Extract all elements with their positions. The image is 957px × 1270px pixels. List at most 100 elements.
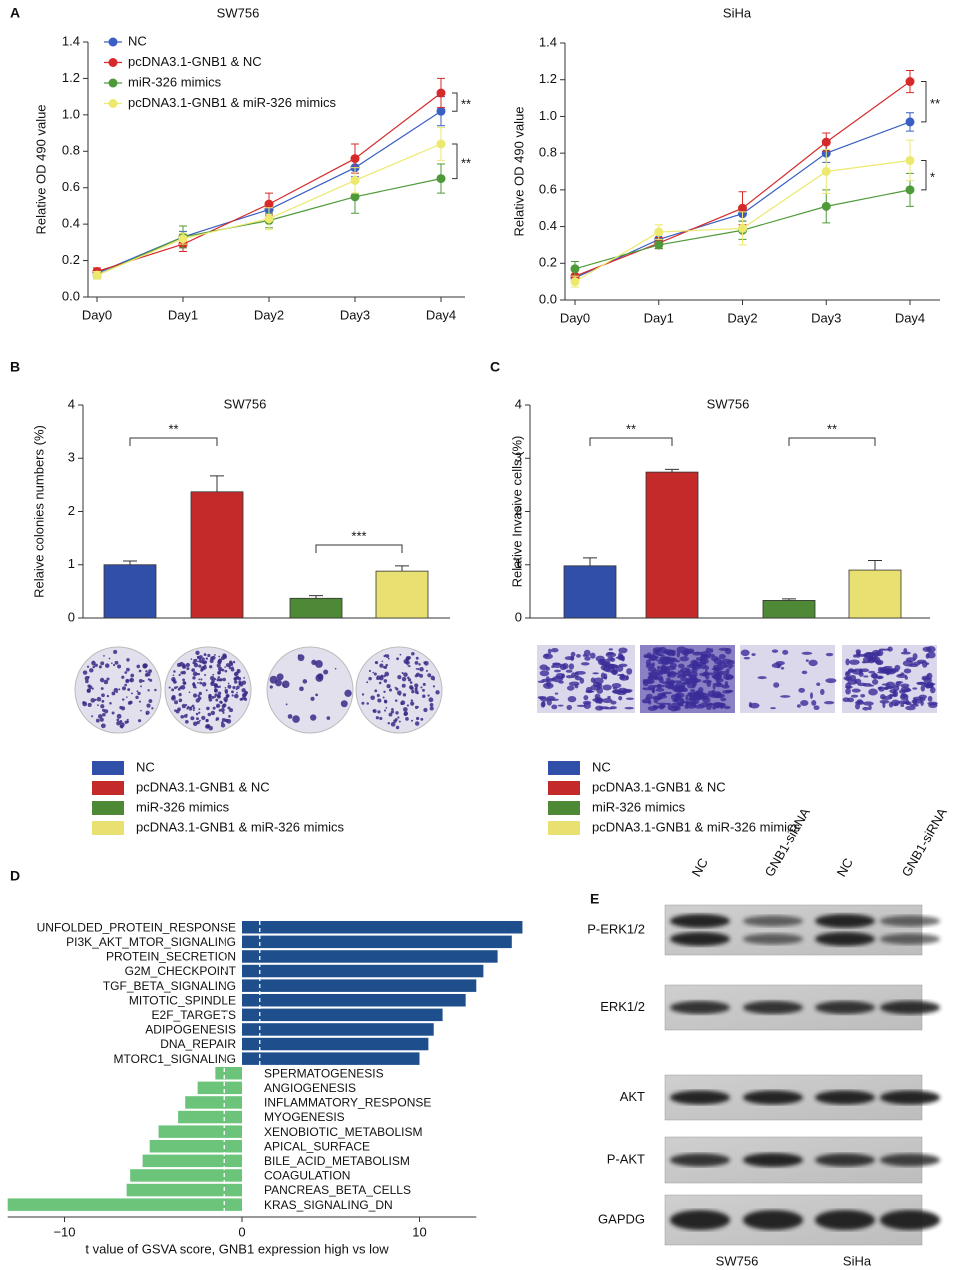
invading-cell (720, 697, 727, 702)
invading-cell (897, 700, 908, 705)
colony (129, 679, 133, 682)
legend-swatch (92, 801, 124, 815)
colony (146, 672, 151, 677)
series-line (96, 110, 442, 274)
invading-cell (655, 687, 665, 692)
colony (140, 685, 142, 688)
data-point (654, 227, 664, 237)
bar (242, 1023, 434, 1036)
colony (211, 679, 215, 683)
invading-cell (612, 686, 618, 690)
error-bar (123, 560, 137, 565)
invading-cell (929, 686, 936, 694)
invading-cell (552, 662, 561, 666)
invading-cell (655, 653, 663, 656)
invading-cell (537, 680, 545, 684)
colony (417, 705, 419, 708)
colony (418, 663, 421, 666)
colony (397, 690, 402, 696)
y-tick-label: 1.0 (62, 106, 80, 121)
significance-bracket (452, 92, 458, 112)
invading-cell (851, 688, 861, 693)
invading-cell (689, 691, 698, 695)
significance-label: * (930, 170, 935, 185)
y-tick-label: 1.2 (539, 71, 557, 86)
colony (334, 667, 337, 670)
invading-cell (642, 678, 647, 684)
invading-cell (570, 655, 575, 661)
colony (375, 716, 380, 720)
colony (130, 673, 135, 678)
colony (192, 684, 197, 689)
series-line (574, 81, 911, 277)
invading-cell (645, 659, 652, 666)
category-label: APICAL_SURFACE (264, 1139, 370, 1153)
x-tick-label: Day3 (811, 310, 841, 325)
colony (281, 680, 290, 689)
invading-cell (571, 672, 576, 679)
colony (361, 693, 365, 696)
y-tick-label: 4 (515, 396, 522, 411)
colony (192, 676, 196, 680)
invading-cell (605, 668, 616, 673)
invading-cell (546, 699, 552, 706)
invading-cell (621, 689, 632, 694)
error-bar (583, 557, 597, 566)
invading-cell (925, 653, 930, 659)
y-tick-label: 3 (515, 450, 522, 465)
invading-cell (912, 696, 924, 701)
invading-cell (551, 704, 558, 710)
colony (99, 717, 104, 722)
legend-swatch (92, 761, 124, 775)
invading-cell (565, 669, 573, 673)
invading-cell (903, 648, 908, 653)
colony (129, 700, 133, 705)
significance-bracket (589, 437, 673, 446)
colony (225, 663, 230, 668)
colony (86, 689, 91, 693)
invading-cell (665, 702, 672, 705)
colony (231, 666, 234, 669)
invading-cell (610, 700, 617, 705)
colony (368, 676, 372, 681)
colony (374, 661, 379, 665)
invading-cell (694, 651, 702, 654)
invading-cell (665, 677, 672, 682)
colony (297, 654, 301, 657)
colony (207, 712, 212, 717)
y-tick-label: 1 (68, 556, 75, 571)
invading-cell (740, 649, 750, 657)
invading-cell (539, 670, 550, 677)
y-tick-label: 0.2 (539, 255, 557, 270)
colony (137, 691, 141, 696)
invading-cell (920, 700, 924, 706)
colony (395, 711, 399, 715)
colony (292, 715, 300, 723)
invading-cell (713, 691, 722, 696)
colony (409, 681, 413, 684)
invading-cell (590, 652, 596, 659)
bar (375, 570, 429, 619)
colony (235, 675, 240, 680)
invading-cell (568, 663, 575, 670)
colony (403, 707, 408, 712)
invading-cell (889, 693, 893, 700)
colony (202, 660, 206, 665)
colony (216, 663, 221, 668)
invading-cell (868, 688, 878, 696)
legend-label: miR-326 mimics (592, 799, 686, 814)
data-point (178, 234, 188, 244)
category-label: PI3K_AKT_MTOR_SIGNALING (66, 935, 236, 949)
invading-cell (853, 654, 857, 658)
colony (401, 676, 407, 682)
invading-cell (570, 651, 576, 657)
colony (387, 721, 391, 725)
invading-cell (694, 704, 706, 709)
invading-cell (920, 684, 926, 692)
invading-cell (652, 705, 656, 709)
colony (394, 686, 397, 689)
colony (198, 664, 202, 668)
invading-cell (825, 652, 834, 657)
invading-cell (618, 696, 623, 701)
colony (146, 703, 151, 708)
